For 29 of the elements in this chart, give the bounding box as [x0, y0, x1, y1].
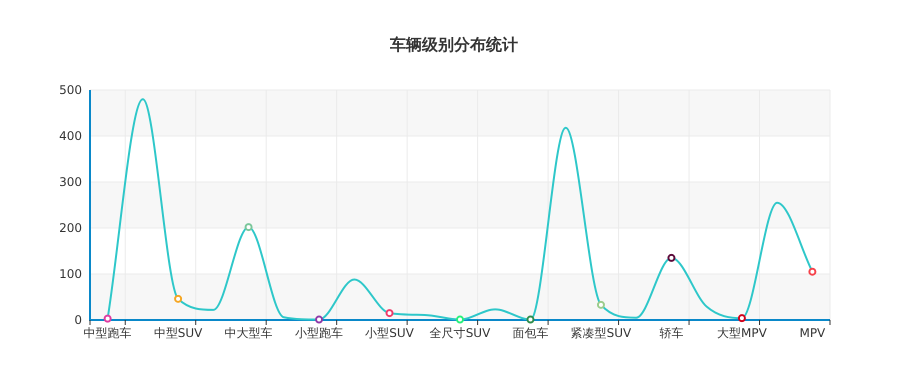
x-tick-label: 中型跑车: [84, 326, 132, 340]
y-tick-label: 300: [59, 175, 82, 189]
point: [738, 314, 746, 322]
x-tick-label: 全尺寸SUV: [430, 326, 492, 340]
point: [808, 268, 816, 276]
x-tick-label: 中大型车: [224, 326, 273, 340]
y-tick-label: 500: [59, 83, 82, 97]
x-tick-label: 紧凑型SUV: [570, 326, 632, 340]
x-tick-label: 小型跑车: [295, 326, 344, 340]
x-tick-label: 轿车: [659, 326, 684, 340]
y-tick-label: 400: [59, 129, 82, 143]
point: [456, 316, 464, 324]
point: [244, 223, 253, 232]
chart-title: 车辆级别分布统计: [389, 35, 518, 54]
point: [526, 316, 534, 324]
x-tick-label: 面包车: [512, 326, 548, 340]
x-tick-label: 小型SUV: [365, 326, 415, 340]
point: [174, 294, 182, 303]
y-tick-label: 0: [74, 313, 82, 327]
x-tick-label: 中型SUV: [154, 326, 204, 340]
x-tick-label: MPV: [799, 326, 826, 340]
point: [386, 309, 394, 318]
point: [315, 316, 324, 324]
point: [667, 254, 676, 262]
point: [104, 314, 112, 323]
point: [596, 300, 605, 309]
x-tick-label: 大型MPV: [717, 326, 768, 340]
y-tick-label: 100: [59, 267, 82, 281]
y-tick-label: 200: [59, 221, 82, 235]
